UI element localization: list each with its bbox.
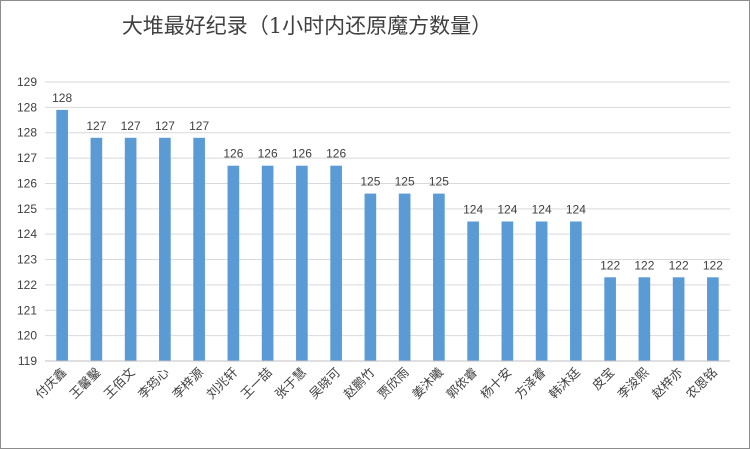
bars bbox=[56, 109, 719, 362]
y-tick-label: 125 bbox=[17, 202, 37, 216]
x-axis-labels: 付庆鑫王馨鑿王佰文李筠心李梓源刘兆轩王一喆张于慧吴晓可赵鹏竹贾欣雨姜沐曦郭依睿杨… bbox=[32, 364, 720, 401]
bar bbox=[90, 137, 103, 361]
x-tick-label: 王馨鑿 bbox=[66, 364, 103, 401]
y-tick-label: 124 bbox=[17, 227, 37, 241]
bar bbox=[124, 137, 137, 361]
bar bbox=[604, 277, 616, 361]
bar bbox=[467, 221, 479, 361]
x-tick-label: 李筠心 bbox=[135, 364, 172, 401]
x-tick-label: 贾欣雨 bbox=[375, 365, 412, 402]
bar bbox=[364, 193, 377, 361]
x-tick-label: 王佰文 bbox=[101, 364, 138, 401]
data-label: 125 bbox=[395, 175, 415, 189]
y-tick-label: 128 bbox=[17, 100, 37, 114]
y-tick-label: 128 bbox=[17, 126, 37, 140]
data-label: 127 bbox=[86, 119, 106, 133]
x-tick-label: 皮宝 bbox=[589, 365, 617, 393]
x-tick-label: 李梓源 bbox=[169, 364, 206, 401]
bar bbox=[398, 193, 411, 361]
bar bbox=[261, 165, 274, 361]
data-label: 125 bbox=[429, 175, 449, 189]
data-label: 127 bbox=[155, 119, 175, 133]
y-tick-label: 122 bbox=[17, 278, 37, 292]
x-tick-label: 韩沐廷 bbox=[546, 364, 583, 401]
data-label: 122 bbox=[703, 258, 723, 272]
x-tick-label: 张于慧 bbox=[272, 365, 309, 402]
x-tick-label: 王一喆 bbox=[238, 365, 275, 402]
data-label: 126 bbox=[258, 147, 278, 161]
data-label: 124 bbox=[497, 203, 517, 217]
y-tick-label: 120 bbox=[17, 329, 37, 343]
bar bbox=[159, 137, 171, 361]
y-tick-label: 121 bbox=[17, 303, 37, 317]
bar bbox=[296, 165, 308, 361]
data-label: 127 bbox=[189, 119, 209, 133]
y-tick-label: 129 bbox=[17, 75, 37, 89]
x-tick-label: 李浚熙 bbox=[614, 364, 651, 401]
x-tick-label: 吴晓可 bbox=[306, 365, 343, 402]
bar bbox=[56, 109, 68, 362]
x-tick-label: 赵鹏竹 bbox=[340, 365, 377, 402]
bar bbox=[433, 193, 445, 361]
x-tick-label: 杨十安 bbox=[477, 365, 514, 402]
gridlines bbox=[45, 81, 730, 337]
x-tick-label: 郭依睿 bbox=[443, 364, 480, 401]
data-label: 122 bbox=[669, 258, 689, 272]
y-tick-label: 127 bbox=[17, 151, 37, 165]
data-label: 128 bbox=[52, 91, 72, 105]
bar bbox=[193, 137, 205, 361]
bar bbox=[707, 277, 719, 361]
data-label: 124 bbox=[463, 203, 483, 217]
y-axis-ticks: 119 120 121 122 123 124 125 126 127 128 128 129 bbox=[17, 75, 37, 368]
data-label: 124 bbox=[566, 203, 586, 217]
bar bbox=[330, 165, 342, 361]
data-label: 126 bbox=[326, 147, 346, 161]
data-label: 126 bbox=[223, 147, 243, 161]
bar bbox=[501, 221, 514, 361]
chart-title: 大堆最好纪录（1小时内还原魔方数量） bbox=[122, 14, 492, 38]
y-tick-label: 126 bbox=[17, 176, 37, 190]
x-tick-label: 姜沐曦 bbox=[409, 364, 446, 401]
data-label: 122 bbox=[634, 258, 654, 272]
x-tick-label: 方泽睿 bbox=[512, 364, 549, 401]
data-label: 127 bbox=[121, 119, 141, 133]
x-tick-label: 付庆鑫 bbox=[32, 365, 69, 402]
data-label: 126 bbox=[292, 147, 312, 161]
bar bbox=[535, 221, 548, 361]
bar bbox=[638, 277, 651, 361]
y-tick-label: 119 bbox=[18, 354, 37, 368]
data-label: 122 bbox=[600, 258, 620, 272]
bar bbox=[570, 221, 582, 361]
data-labels: 128 127 127 127 127 126 126 126 126 125 125 125 124 1… bbox=[52, 91, 723, 272]
y-tick-label: 123 bbox=[17, 253, 37, 267]
x-tick-label: 赵梓亦 bbox=[649, 365, 686, 402]
bar bbox=[672, 277, 685, 361]
bar bbox=[227, 165, 240, 361]
data-label: 124 bbox=[532, 203, 552, 217]
x-tick-label: 刘兆轩 bbox=[203, 365, 240, 402]
data-label: 125 bbox=[360, 175, 380, 189]
x-tick-label: 农恩铭 bbox=[683, 365, 720, 402]
